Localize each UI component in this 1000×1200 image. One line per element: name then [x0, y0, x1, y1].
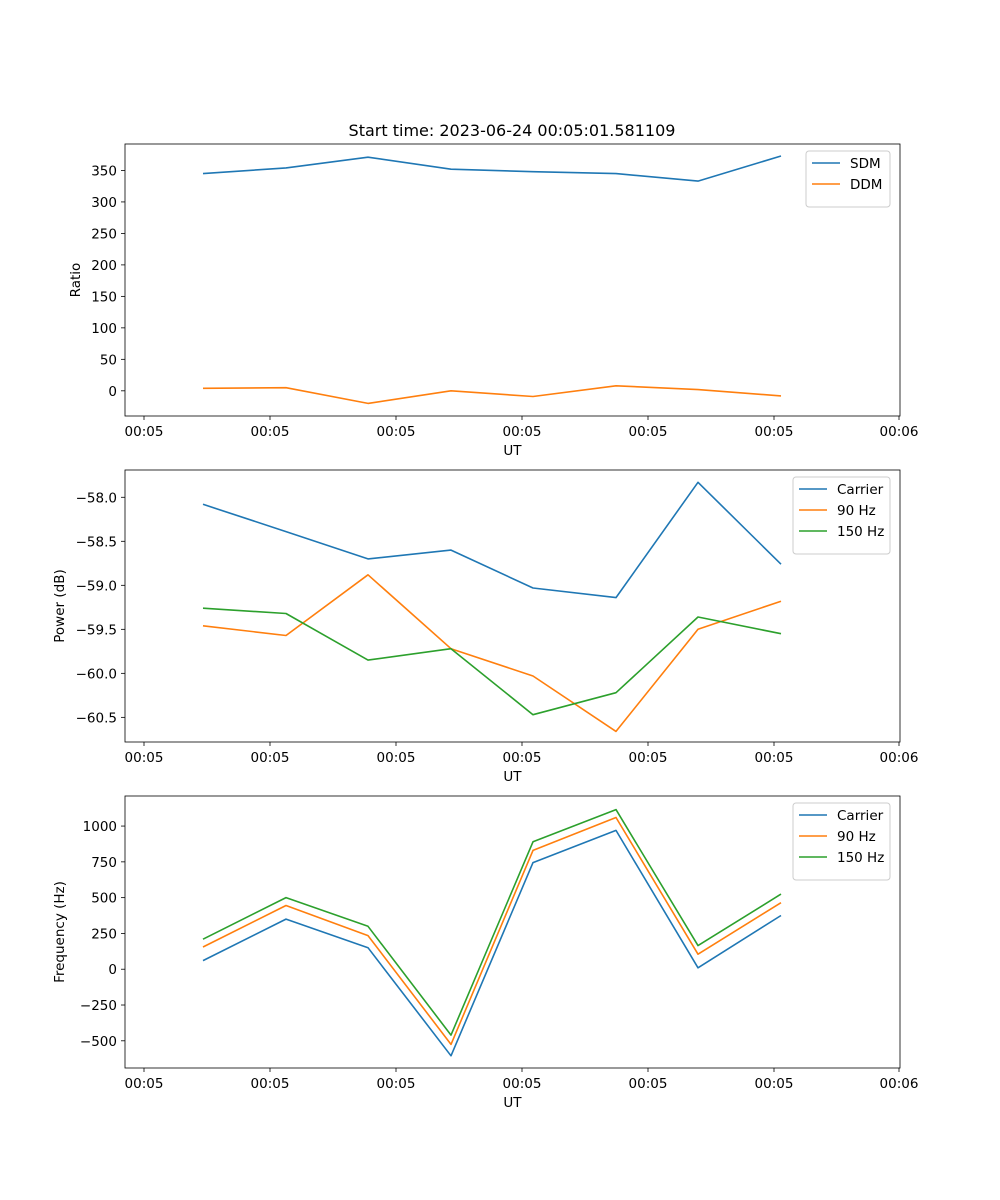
- x-tick-label: 00:05: [251, 424, 290, 440]
- figure-title: Start time: 2023-06-24 00:05:01.581109: [349, 121, 676, 140]
- legend-label: SDM: [850, 156, 881, 172]
- series-line-ddm: [202, 384, 782, 405]
- series-line-carrier: [202, 481, 782, 599]
- x-tick-label: 00:05: [125, 1076, 164, 1092]
- y-tick-label: 500: [91, 891, 117, 907]
- legend: SDM DDM: [805, 150, 891, 208]
- legend-label: 150 Hz: [837, 524, 884, 540]
- y-tick-label: 0: [108, 384, 117, 400]
- x-tick-label: 00:05: [377, 424, 416, 440]
- plot-frame: [124, 795, 901, 1069]
- x-tick-label: 00:05: [251, 1076, 290, 1092]
- legend-box: [792, 802, 891, 881]
- x-axis-label: UT: [503, 443, 522, 459]
- y-tick-label: 0: [108, 962, 117, 978]
- legend-box: [805, 150, 891, 208]
- y-tick-label: 200: [91, 258, 117, 274]
- x-tick-label: 00:05: [755, 1076, 794, 1092]
- plot-frame: [124, 143, 901, 417]
- legend: Carrier 90 Hz 150 Hz: [792, 476, 891, 555]
- x-tick-label: 00:05: [251, 750, 290, 766]
- y-tick-label: −59.0: [76, 578, 117, 594]
- chart-panel-2: 00:05 00:05 00:05 00:05 00:05 00:05 00:06 −58.0…: [52, 469, 919, 785]
- legend-label: Carrier: [837, 808, 884, 824]
- y-axis-label: Frequency (Hz): [52, 881, 68, 983]
- y-axis-label: Power (dB): [52, 569, 68, 642]
- series-line-carrier: [202, 829, 782, 1057]
- legend: Carrier 90 Hz 150 Hz: [792, 802, 891, 881]
- series-line-90-hz: [202, 573, 782, 733]
- y-tick-label: −59.5: [76, 622, 117, 638]
- y-tick-label: 300: [91, 195, 117, 211]
- legend-label: DDM: [850, 177, 882, 193]
- x-tick-label: 00:06: [880, 1076, 919, 1092]
- x-tick-label: 00:05: [503, 750, 542, 766]
- x-tick-label: 00:05: [125, 750, 164, 766]
- x-tick-label: 00:05: [503, 424, 542, 440]
- x-tick-label: 00:05: [377, 750, 416, 766]
- y-tick-label: −58.5: [76, 534, 117, 550]
- series-line-90-hz: [202, 816, 782, 1046]
- series-line-sdm: [202, 155, 782, 182]
- x-tick-label: 00:06: [880, 750, 919, 766]
- y-tick-label: 100: [91, 321, 117, 337]
- x-tick-label: 00:05: [503, 1076, 542, 1092]
- legend-label: Carrier: [837, 482, 884, 498]
- series-line-150-hz: [202, 607, 782, 716]
- y-tick-label: −60.5: [76, 710, 117, 726]
- y-tick-label: −500: [80, 1034, 117, 1050]
- x-tick-label: 00:05: [629, 424, 668, 440]
- x-axis-label: UT: [503, 1095, 522, 1111]
- y-tick-label: −60.0: [76, 666, 117, 682]
- chart-panel-1: 00:05 00:05 00:05 00:05 00:05 00:05 00:06 0 50 10…: [68, 143, 919, 459]
- x-tick-label: 00:05: [629, 750, 668, 766]
- x-axis-label: UT: [503, 769, 522, 785]
- y-tick-label: 250: [91, 226, 117, 242]
- y-tick-label: 750: [91, 855, 117, 871]
- y-tick-label: 50: [100, 352, 117, 368]
- x-tick-label: 00:06: [880, 424, 919, 440]
- y-tick-label: 350: [91, 163, 117, 179]
- x-tick-label: 00:05: [125, 424, 164, 440]
- y-tick-label: −58.0: [76, 490, 117, 506]
- x-tick-label: 00:05: [629, 1076, 668, 1092]
- series-line-150-hz: [202, 808, 782, 1036]
- y-tick-label: 250: [91, 926, 117, 942]
- chart-panel-3: 00:05 00:05 00:05 00:05 00:05 00:05 00:06 −500 −…: [52, 795, 919, 1111]
- x-tick-label: 00:05: [755, 750, 794, 766]
- legend-label: 90 Hz: [837, 829, 876, 845]
- y-tick-label: 1000: [83, 819, 117, 835]
- x-tick-label: 00:05: [377, 1076, 416, 1092]
- y-tick-label: −250: [80, 998, 117, 1014]
- x-tick-label: 00:05: [755, 424, 794, 440]
- legend-box: [792, 476, 891, 555]
- plot-frame: [124, 469, 901, 743]
- legend-label: 90 Hz: [837, 503, 876, 519]
- y-tick-label: 150: [91, 289, 117, 305]
- y-axis-label: Ratio: [68, 263, 84, 298]
- legend-label: 150 Hz: [837, 850, 884, 866]
